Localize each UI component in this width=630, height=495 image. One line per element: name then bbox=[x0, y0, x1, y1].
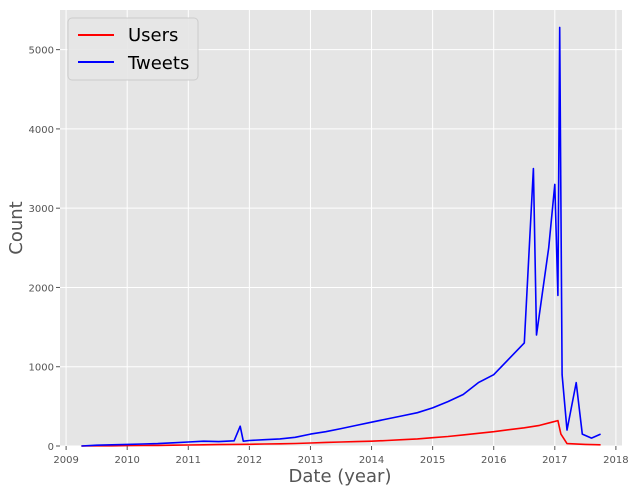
y-tick-label: 5000 bbox=[29, 46, 54, 57]
x-axis-ticks: 2009 2010 2011 2012 2013 2014 2015 2016 2017 2018 bbox=[53, 446, 629, 466]
x-tick-label: 2016 bbox=[481, 455, 506, 466]
series-line-users bbox=[81, 419, 601, 447]
series-lines bbox=[81, 26, 601, 447]
x-tick-label: 2011 bbox=[176, 455, 201, 466]
x-tick-label: 2014 bbox=[359, 455, 384, 466]
y-tick-label: 3000 bbox=[29, 204, 54, 215]
legend-box bbox=[67, 17, 199, 81]
x-tick-label: 2009 bbox=[53, 455, 78, 466]
legend: Users Tweets bbox=[67, 17, 199, 81]
legend-label-tweets: Tweets bbox=[127, 53, 189, 74]
x-tick-label: 2017 bbox=[542, 455, 567, 466]
y-tick-label: 2000 bbox=[29, 283, 54, 294]
series-line-tweets bbox=[81, 26, 601, 447]
grid-lines bbox=[60, 10, 622, 447]
x-tick-label: 2013 bbox=[298, 455, 323, 466]
x-axis-label: Date (year) bbox=[289, 466, 392, 487]
x-tick-label: 2018 bbox=[603, 455, 628, 466]
plot-area bbox=[60, 10, 622, 446]
y-tick-label: 1000 bbox=[29, 363, 54, 374]
y-tick-label: 4000 bbox=[29, 125, 54, 136]
x-tick-label: 2010 bbox=[114, 455, 139, 466]
y-axis-ticks: 0 1000 2000 3000 4000 5000 bbox=[29, 46, 60, 453]
x-tick-label: 2012 bbox=[237, 455, 262, 466]
legend-label-users: Users bbox=[128, 25, 178, 46]
x-tick-label: 2015 bbox=[420, 455, 445, 466]
y-tick-label: 0 bbox=[48, 442, 54, 453]
y-axis-label: Count bbox=[6, 201, 27, 254]
